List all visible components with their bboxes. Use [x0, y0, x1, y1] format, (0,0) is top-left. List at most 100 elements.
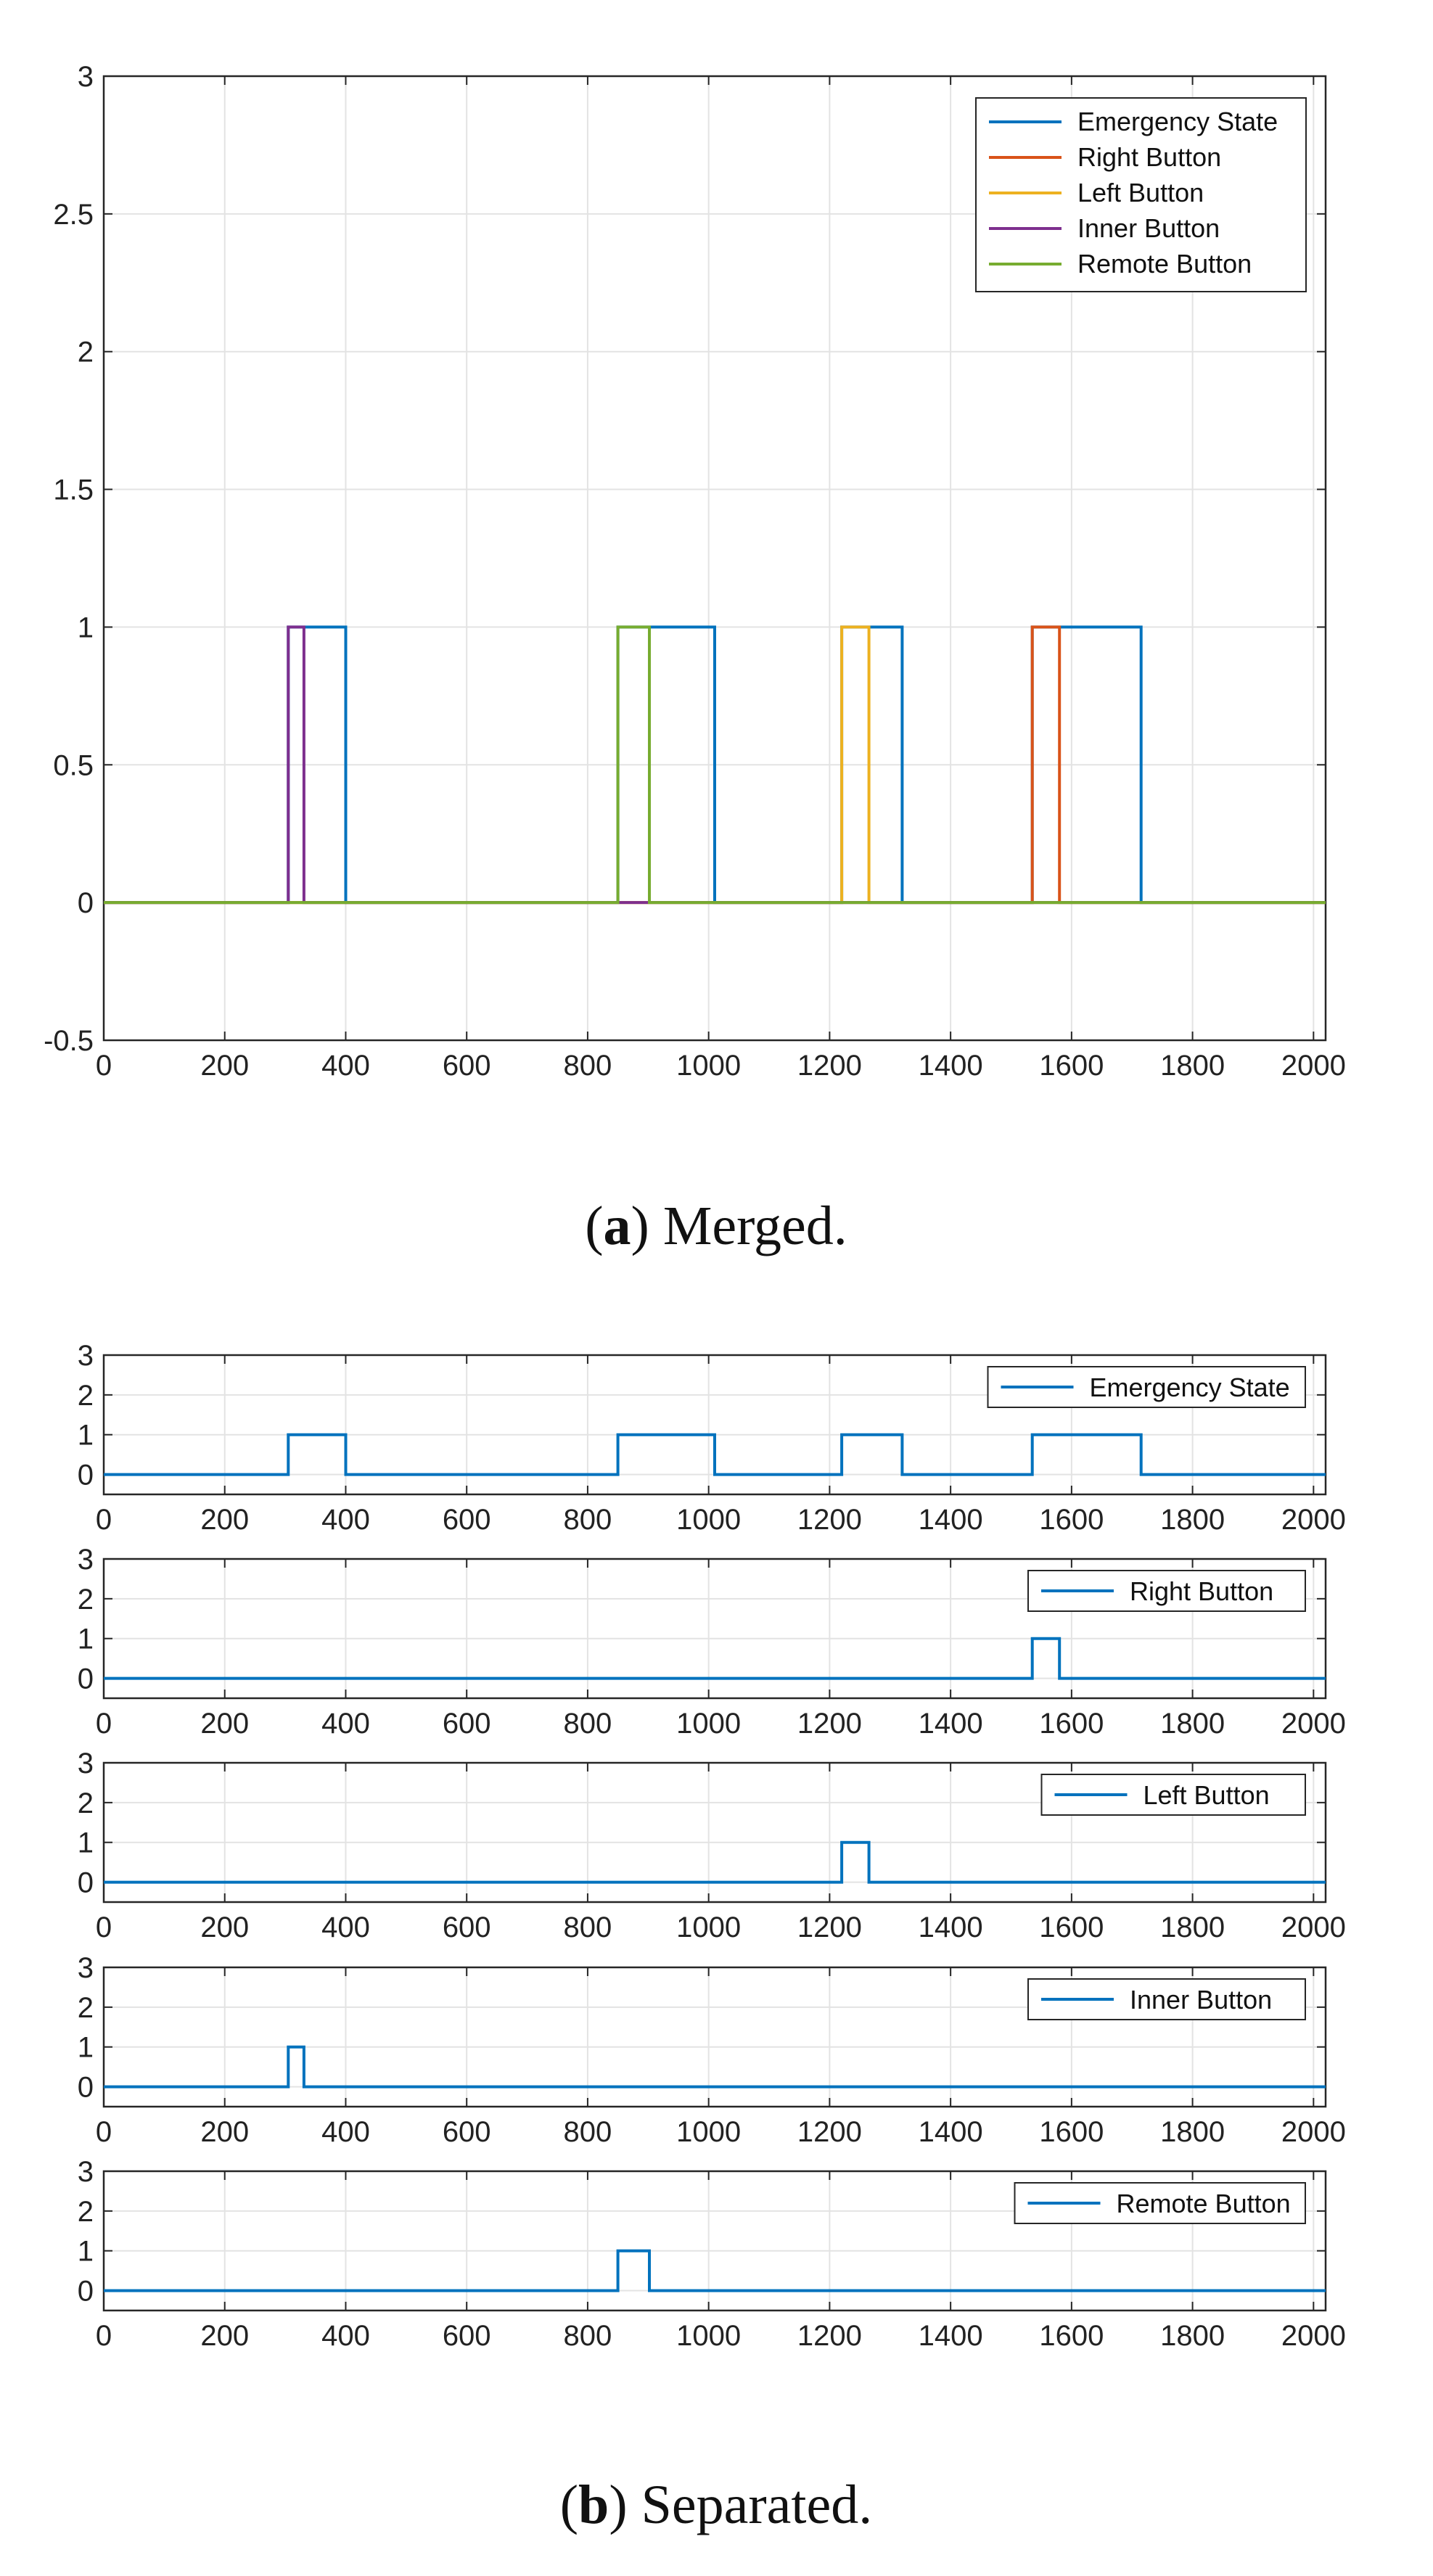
merged-xtick-label: 200 [200, 1050, 249, 1082]
caption-a: (a) Merged. [585, 1196, 847, 1256]
caption-b-label: b [578, 2474, 609, 2535]
merged-xtick-label: 1400 [919, 1050, 983, 1082]
subplot-left-button-ytick-label: 1 [78, 1827, 94, 1859]
subplot-inner-button-ytick-label: 0 [78, 2072, 94, 2104]
subplot-right-button: 0 200 400 600 800 1000 1200 1400 1600 1800 2000 0 1 2… [78, 1544, 1346, 1740]
subplot-remote-button-xtick-label: 1800 [1160, 2320, 1225, 2352]
subplot-emergency-state-xtick-label: 1600 [1039, 1504, 1104, 1536]
subplot-right-button-ytick-label: 3 [78, 1544, 94, 1576]
subplot-inner-button-ytick-label: 2 [78, 1992, 94, 2024]
subplot-remote-button-xtick-label: 2000 [1281, 2320, 1346, 2352]
subplot-inner-button-xtick-label: 1600 [1039, 2116, 1104, 2148]
subplot-emergency-state-xtick-label: 2000 [1281, 1504, 1346, 1536]
merged-legend-label: Inner Button [1077, 213, 1220, 243]
subplot-emergency-state-xtick-label: 1800 [1160, 1504, 1225, 1536]
subplot-right-button-xtick-label: 800 [564, 1708, 612, 1740]
subplot-left-button-xtick-label: 2000 [1281, 1912, 1346, 1943]
subplot-inner-button-xtick-label: 1200 [797, 2116, 862, 2148]
chart-separated: 0 200 400 600 800 1000 1200 1400 1600 1800 2000012… [78, 1340, 1346, 2352]
subplot-remote-button-xtick-label: 0 [96, 2320, 112, 2352]
merged-ytick-label: 1 [78, 612, 94, 643]
merged-series-remote-button [104, 625, 1326, 905]
subplot-remote-button-xtick-label: 1200 [797, 2320, 862, 2352]
subplot-right-button-xtick-label: 600 [443, 1708, 491, 1740]
subplot-right-button-xtick-label: 1000 [676, 1708, 741, 1740]
subplot-inner-button-xtick-label: 2000 [1281, 2116, 1346, 2148]
merged-legend-label: Right Button [1077, 142, 1221, 172]
subplot-remote-button-ytick-label: 1 [78, 2236, 94, 2268]
subplot-inner-button-ytick-label: 1 [78, 2032, 94, 2064]
subplot-left-button-xtick-label: 1600 [1039, 1912, 1104, 1943]
subplot-emergency-state-ytick-label: 2 [78, 1380, 94, 1412]
subplot-emergency-state-xtick-label: 1000 [676, 1504, 741, 1536]
merged-ytick-label: 0.5 [53, 749, 94, 781]
subplot-legend-box [1040, 1774, 1306, 1816]
subplot-left-button-xtick-label: 1800 [1160, 1912, 1225, 1943]
subplot-emergency-state-ytick-label: 1 [78, 1420, 94, 1452]
subplot-left-button-ytick-label: 3 [78, 1748, 94, 1779]
subplot-inner-button-ytick-label: 3 [78, 1952, 94, 1984]
subplot-inner-button-xtick-label: 1800 [1160, 2116, 1225, 2148]
subplot-left-button-ytick-label: 0 [78, 1867, 94, 1899]
caption-a-text: Merged. [663, 1196, 847, 1256]
subplot-remote-button-axes-frame [102, 2170, 1327, 2312]
subplot-legend-label: Inner Button [1130, 1985, 1272, 2015]
subplot-right-button-xtick-label: 1400 [919, 1708, 983, 1740]
subplot-remote-button-xtick-label: 1400 [919, 2320, 983, 2352]
subplot-left-button-xtick-label: 800 [564, 1912, 612, 1943]
subplot-left-button-xtick-label: 200 [200, 1912, 249, 1943]
subplot-right-button-axes-frame [102, 1557, 1327, 1700]
subplot-right-button-xtick-label: 2000 [1281, 1708, 1346, 1740]
subplot-right-button-ytick-label: 1 [78, 1624, 94, 1655]
subplot-legend-label: Remote Button [1117, 2189, 1291, 2218]
merged-xtick-label: 1800 [1160, 1050, 1225, 1082]
subplot-remote-button-ytick-label: 2 [78, 2196, 94, 2228]
merged-ytick-label: 0 [78, 887, 94, 919]
merged-legend-label: Emergency State [1077, 107, 1278, 136]
subplot-left-button-axes-frame [102, 1761, 1327, 1904]
merged-xtick-label: 400 [321, 1050, 370, 1082]
subplot-left-button: 0 200 400 600 800 1000 1200 1400 1600 1800 2000 0 1 2… [78, 1748, 1346, 1943]
subplot-left-button-xtick-label: 400 [321, 1912, 370, 1943]
subplot-emergency-state-ytick-label: 3 [78, 1340, 94, 1372]
subplot-emergency-state-xtick-label: 1200 [797, 1504, 862, 1536]
merged-axes-frame [102, 75, 1327, 1042]
merged-ytick-label: -0.5 [44, 1025, 94, 1057]
subplot-legend-right-button: Right Button [1027, 1570, 1306, 1612]
merged-legend: Emergency State Right Button Left Button In… [975, 97, 1307, 292]
subplot-inner-button: 0 200 400 600 800 1000 1200 1400 1600 1800 2000 0 1 2… [78, 1952, 1346, 2148]
subplot-series-remote-button [104, 2249, 1326, 2292]
subplot-remote-button-ytick-label: 3 [78, 2156, 94, 2188]
merged-legend-label: Left Button [1077, 178, 1204, 207]
subplot-emergency-state-axes-frame [102, 1354, 1327, 1496]
subplot-series-left-button [104, 1840, 1326, 1884]
merged-xtick-label: 1600 [1039, 1050, 1104, 1082]
merged-xtick-label: 800 [564, 1050, 612, 1082]
chart-merged: 0 200 400 600 800 1000 1200 1400 1600 1800 2000 -0.… [44, 61, 1346, 1082]
subplot-right-button-xtick-label: 1800 [1160, 1708, 1225, 1740]
caption-b: (b) Separated. [560, 2474, 873, 2535]
subplot-right-button-xtick-label: 200 [200, 1708, 249, 1740]
subplot-left-button-xtick-label: 600 [443, 1912, 491, 1943]
subplot-inner-button-xtick-label: 0 [96, 2116, 112, 2148]
merged-legend-box [975, 97, 1307, 292]
subplot-left-button-xtick-label: 1200 [797, 1912, 862, 1943]
merged-xtick-label: 0 [96, 1050, 112, 1082]
caption-a-label: a [604, 1196, 631, 1256]
subplot-emergency-state-xtick-label: 200 [200, 1504, 249, 1536]
subplot-series-right-button [104, 1637, 1326, 1680]
subplot-inner-button-axes-frame [102, 1966, 1327, 2108]
subplot-remote-button-xtick-label: 800 [564, 2320, 612, 2352]
subplot-emergency-state-xtick-label: 400 [321, 1504, 370, 1536]
subplot-emergency-state-xtick-label: 800 [564, 1504, 612, 1536]
subplot-left-button-xtick-label: 1000 [676, 1912, 741, 1943]
subplot-right-button-xtick-label: 400 [321, 1708, 370, 1740]
subplot-inner-button-xtick-label: 1000 [676, 2116, 741, 2148]
subplot-legend-left-button: Left Button [1040, 1774, 1306, 1816]
subplot-emergency-state-xtick-label: 1400 [919, 1504, 983, 1536]
subplot-legend-label: Right Button [1130, 1576, 1273, 1606]
subplot-left-button-xtick-label: 0 [96, 1912, 112, 1943]
subplot-right-button-xtick-label: 1600 [1039, 1708, 1104, 1740]
subplot-emergency-state-xtick-label: 0 [96, 1504, 112, 1536]
